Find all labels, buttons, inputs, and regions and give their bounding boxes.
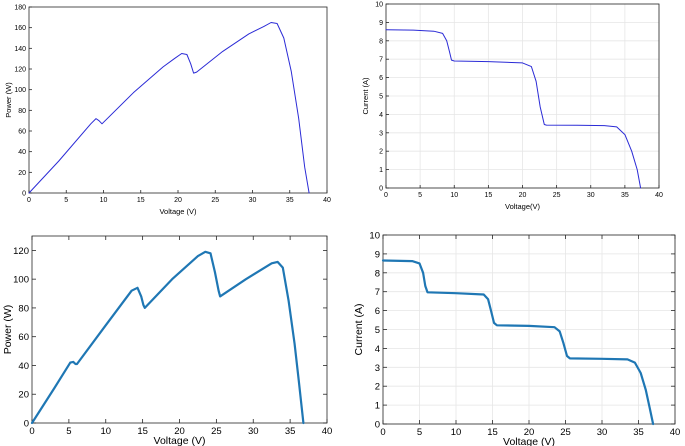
y-tick-label: 7 <box>375 287 380 298</box>
y-tick-label: 0 <box>375 420 380 431</box>
y-tick-label: 0 <box>24 419 29 430</box>
y-tick-label: 180 <box>14 5 26 12</box>
y-tick-label: 60 <box>18 129 26 136</box>
y-tick-label: 8 <box>379 38 383 45</box>
y-tick-label: 20 <box>18 390 29 401</box>
x-tick-label: 25 <box>553 192 561 199</box>
x-tick-label: 25 <box>560 427 571 438</box>
chart-3: 0 5 10 15 20 25 30 35 40 0 20 40 60 80 100 120 Voltage (… <box>2 235 333 446</box>
y-tick-label: 20 <box>18 170 26 177</box>
x-axis-label: Voltage(V) <box>505 202 541 211</box>
y-tick-label: 80 <box>18 303 29 314</box>
x-tick-label: 15 <box>137 197 145 204</box>
x-tick-label: 30 <box>249 197 257 204</box>
y-tick-label: 9 <box>379 20 383 27</box>
y-tick-label: 0 <box>379 186 383 193</box>
plot-area <box>32 236 327 423</box>
x-tick-label: 10 <box>451 427 462 438</box>
x-tick-label: 30 <box>587 192 595 199</box>
x-tick-label: 0 <box>380 427 385 438</box>
series-line-1 <box>30 250 305 425</box>
y-axis-label: Power (W) <box>4 82 13 118</box>
series-line-1 <box>385 29 642 189</box>
x-tick-label: 25 <box>211 197 219 204</box>
y-tick-label: 4 <box>375 344 380 355</box>
y-tick-label: 7 <box>379 57 383 64</box>
y-tick-label: 4 <box>379 112 383 119</box>
x-tick-label: 35 <box>621 192 629 199</box>
y-tick-label: 100 <box>13 275 29 286</box>
y-tick-label: 3 <box>375 363 380 374</box>
x-tick-label: 20 <box>174 197 182 204</box>
y-tick-label: 6 <box>379 75 383 82</box>
x-axis-label: Voltage (V) <box>154 435 206 446</box>
x-tick-label: 10 <box>100 426 111 437</box>
x-tick-label: 15 <box>487 427 498 438</box>
y-tick-label: 10 <box>375 2 383 9</box>
x-axis-label: Voltage (V) <box>159 207 197 216</box>
x-tick-label: 40 <box>670 427 681 438</box>
x-tick-label: 5 <box>418 192 422 199</box>
x-tick-label: 10 <box>100 197 108 204</box>
x-tick-label: 35 <box>285 426 296 437</box>
chart-1: 0 5 10 15 20 25 30 35 40 0 20 40 60 80 100 120 140 160 180… <box>4 5 331 217</box>
y-axis-label: Power (W) <box>2 305 14 355</box>
x-tick-label: 30 <box>248 426 259 437</box>
x-tick-label: 5 <box>417 427 422 438</box>
x-tick-label: 35 <box>633 427 644 438</box>
x-tick-label: 20 <box>174 426 185 437</box>
y-tick-label: 2 <box>379 149 383 156</box>
x-axis-label: Voltage (V) <box>503 436 555 446</box>
x-tick-label: 0 <box>29 426 34 437</box>
y-tick-label: 120 <box>13 246 29 257</box>
x-tick-label: 10 <box>450 192 458 199</box>
y-tick-label: 120 <box>14 67 26 74</box>
x-tick-label: 35 <box>286 197 294 204</box>
y-axis-label: Current (A) <box>361 77 370 115</box>
y-tick-label: 8 <box>375 268 380 279</box>
x-tick-label: 5 <box>64 197 68 204</box>
x-tick-label: 20 <box>519 192 527 199</box>
y-tick-label: 5 <box>375 325 380 336</box>
x-tick-label: 0 <box>27 197 31 204</box>
y-tick-label: 10 <box>369 231 380 242</box>
y-tick-label: 1 <box>375 401 380 412</box>
y-tick-label: 40 <box>18 149 26 156</box>
x-tick-label: 30 <box>597 427 608 438</box>
chart-4: 0 5 10 15 20 25 30 35 40 0 1 2 3 4 5 6 7 8 9 10 Voltage (V) C… <box>353 231 680 446</box>
chart-2: 0 5 10 15 20 25 30 35 40 0 1 2 3 4 5 6 7 8 9 10 Voltage(V) Cu… <box>361 2 663 212</box>
series-line-1 <box>28 22 310 194</box>
x-tick-label: 20 <box>524 427 535 438</box>
x-tick-label: 40 <box>655 192 663 199</box>
x-tick-label: 25 <box>211 426 222 437</box>
x-tick-label: 0 <box>384 192 388 199</box>
y-tick-label: 5 <box>379 94 383 101</box>
y-tick-label: 1 <box>379 167 383 174</box>
y-tick-label: 2 <box>375 382 380 393</box>
y-tick-label: 140 <box>14 46 26 53</box>
x-tick-label: 5 <box>66 426 71 437</box>
y-tick-label: 100 <box>14 87 26 94</box>
plot-area <box>29 7 327 193</box>
y-tick-label: 6 <box>375 306 380 317</box>
x-tick-label: 15 <box>484 192 492 199</box>
x-tick-label: 40 <box>323 197 331 204</box>
y-tick-label: 60 <box>18 332 29 343</box>
x-tick-label: 40 <box>322 426 333 437</box>
y-tick-label: 0 <box>22 191 26 198</box>
x-tick-label: 15 <box>137 426 148 437</box>
y-tick-label: 9 <box>375 249 380 260</box>
y-tick-label: 3 <box>379 130 383 137</box>
y-axis-label: Current (A) <box>353 304 365 356</box>
y-tick-label: 80 <box>18 108 26 115</box>
series-line-1 <box>381 259 655 426</box>
y-tick-label: 160 <box>14 25 26 32</box>
y-tick-label: 40 <box>18 361 29 372</box>
